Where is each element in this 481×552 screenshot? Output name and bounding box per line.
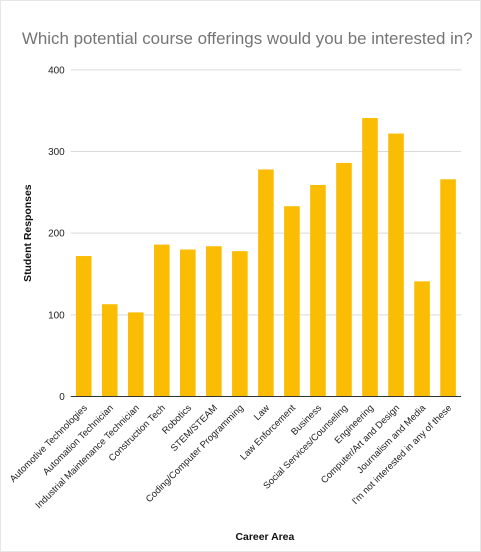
bar xyxy=(153,244,170,397)
bar xyxy=(232,251,248,397)
bars xyxy=(75,118,456,397)
bar xyxy=(414,281,430,397)
bar xyxy=(101,304,118,397)
bar xyxy=(284,206,300,397)
x-tick-label: Law xyxy=(252,403,272,423)
bar xyxy=(362,118,378,397)
bar xyxy=(440,179,456,397)
y-axis-label: Student Responses xyxy=(23,184,34,282)
bar xyxy=(388,133,404,397)
y-tick-label: 300 xyxy=(48,147,65,158)
y-tick-label: 0 xyxy=(59,392,65,403)
y-axis-ticks: 0 100 200 300 400 xyxy=(48,65,65,403)
bar xyxy=(258,169,274,397)
y-tick-label: 200 xyxy=(48,229,65,240)
bar xyxy=(310,184,326,397)
chart-title: Which potential course offerings would y… xyxy=(22,29,473,48)
x-axis-label: Career Area xyxy=(235,532,294,543)
bar xyxy=(75,256,92,397)
bar xyxy=(336,162,352,397)
bar xyxy=(206,246,222,397)
y-tick-label: 100 xyxy=(48,310,65,321)
bar xyxy=(180,249,196,397)
bar xyxy=(127,312,144,397)
y-tick-label: 400 xyxy=(48,65,65,76)
x-tick-label: Industrial Maintenance Technician xyxy=(34,403,142,511)
